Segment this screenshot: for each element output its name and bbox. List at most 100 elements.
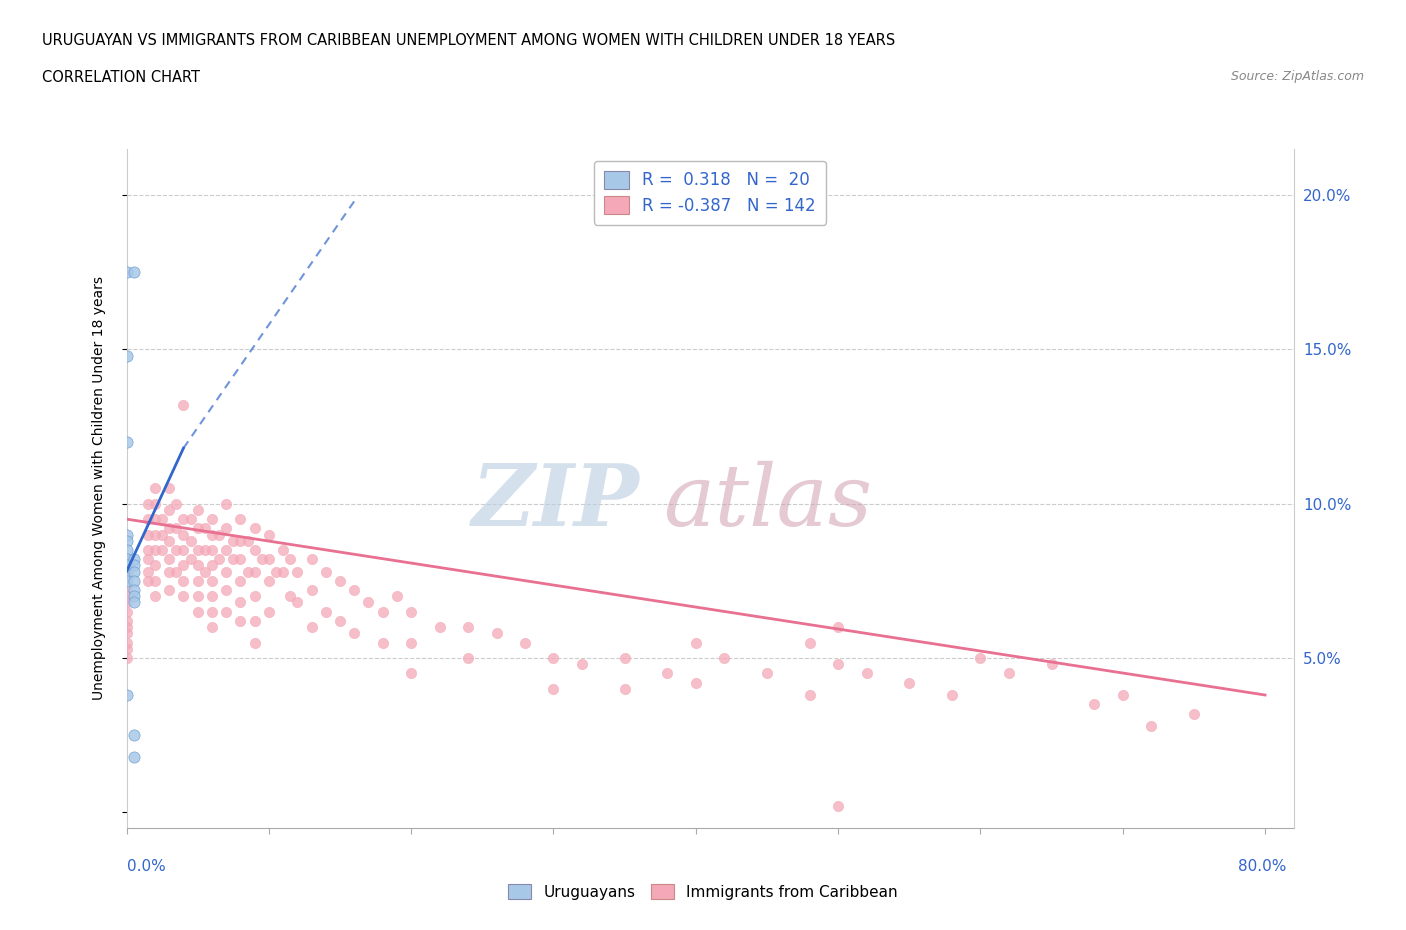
Point [243, 635, 266, 650]
Point [115, 595, 138, 610]
Point [115, 348, 138, 363]
Point [187, 542, 209, 557]
Point [855, 666, 877, 681]
Point [115, 651, 138, 666]
Point [201, 619, 224, 634]
Point [201, 512, 224, 526]
Point [157, 565, 180, 579]
Point [827, 799, 849, 814]
Point [229, 512, 252, 526]
Point [713, 651, 735, 666]
Point [285, 595, 308, 610]
Point [143, 512, 166, 526]
Point [898, 675, 921, 690]
Text: CORRELATION CHART: CORRELATION CHART [42, 70, 200, 85]
Point [1083, 697, 1105, 711]
Point [278, 551, 301, 566]
Point [799, 687, 821, 702]
Point [136, 565, 159, 579]
Point [371, 635, 394, 650]
Point [343, 582, 366, 598]
Point [201, 527, 224, 542]
Point [157, 533, 180, 548]
Point [115, 533, 138, 548]
Point [115, 565, 138, 579]
Point [243, 521, 266, 536]
Point [685, 675, 707, 690]
Point [385, 589, 408, 604]
Point [180, 533, 202, 548]
Point [301, 582, 323, 598]
Point [180, 551, 202, 566]
Point [215, 542, 238, 557]
Point [187, 558, 209, 573]
Point [187, 521, 209, 536]
Point [115, 642, 138, 657]
Point [257, 604, 280, 619]
Point [187, 574, 209, 589]
Point [187, 604, 209, 619]
Point [208, 551, 231, 566]
Point [271, 565, 294, 579]
Point [115, 570, 138, 585]
Point [278, 589, 301, 604]
Point [136, 497, 159, 512]
Point [172, 527, 194, 542]
Legend: Uruguayans, Immigrants from Caribbean: Uruguayans, Immigrants from Caribbean [502, 877, 904, 906]
Point [201, 542, 224, 557]
Point [613, 651, 636, 666]
Point [215, 497, 238, 512]
Point [343, 626, 366, 641]
Point [236, 533, 259, 548]
Point [165, 497, 187, 512]
Point [301, 619, 323, 634]
Point [257, 574, 280, 589]
Point [115, 434, 138, 449]
Point [115, 635, 138, 650]
Point [685, 635, 707, 650]
Point [243, 542, 266, 557]
Point [222, 533, 245, 548]
Point [122, 551, 145, 566]
Point [799, 635, 821, 650]
Point [215, 565, 238, 579]
Point [457, 619, 479, 634]
Point [201, 558, 224, 573]
Point [236, 565, 259, 579]
Point [357, 595, 380, 610]
Point [143, 542, 166, 557]
Point [122, 727, 145, 742]
Point [172, 589, 194, 604]
Point [201, 589, 224, 604]
Point [215, 604, 238, 619]
Point [215, 521, 238, 536]
Point [115, 687, 138, 702]
Point [571, 657, 593, 671]
Point [122, 595, 145, 610]
Point [122, 574, 145, 589]
Point [485, 626, 508, 641]
Point [172, 574, 194, 589]
Point [301, 551, 323, 566]
Point [172, 397, 194, 412]
Point [115, 551, 138, 566]
Point [150, 542, 173, 557]
Point [257, 527, 280, 542]
Point [399, 635, 422, 650]
Point [264, 565, 287, 579]
Point [115, 614, 138, 629]
Point [115, 558, 138, 573]
Point [143, 497, 166, 512]
Point [187, 589, 209, 604]
Point [194, 521, 217, 536]
Point [157, 521, 180, 536]
Point [122, 565, 145, 579]
Point [243, 614, 266, 629]
Point [115, 265, 138, 280]
Point [827, 657, 849, 671]
Point [136, 551, 159, 566]
Point [115, 579, 138, 594]
Point [543, 651, 565, 666]
Point [371, 604, 394, 619]
Point [208, 527, 231, 542]
